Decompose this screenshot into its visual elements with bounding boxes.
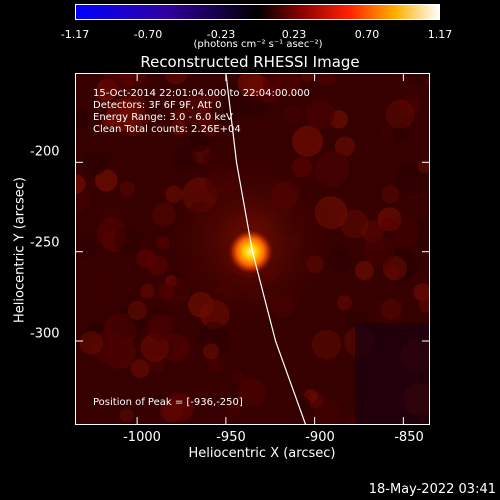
info-clean: Clean Total counts: 2.26E+04	[93, 124, 241, 135]
noise-blob	[313, 398, 340, 425]
noise-blob	[75, 108, 91, 129]
noise-blob	[130, 359, 150, 379]
noise-blob	[399, 94, 420, 115]
noise-blob	[413, 283, 430, 302]
noise-blob	[136, 248, 156, 269]
peak-source	[226, 227, 275, 276]
noise-blob	[171, 109, 187, 124]
noise-blob	[393, 123, 410, 141]
x-tick-label: -850	[394, 430, 424, 445]
noise-blob	[380, 299, 402, 320]
colorbar-tick: 0.70	[354, 28, 380, 41]
noise-blob	[207, 357, 224, 374]
noise-blob	[197, 377, 227, 407]
noise-blob	[317, 73, 335, 87]
noise-blob	[314, 151, 351, 188]
y-tick-label: -200	[30, 144, 60, 160]
noise-blob	[237, 73, 264, 97]
noise-blob	[282, 105, 301, 124]
noise-blob	[103, 73, 135, 94]
colorbar-tick: 1.17	[427, 28, 453, 41]
noise-blob	[119, 181, 135, 197]
noise-blob	[116, 104, 148, 136]
noise-blob	[379, 125, 392, 138]
noise-blob	[75, 246, 99, 279]
noise-blob	[146, 313, 174, 341]
noise-blob	[354, 261, 374, 281]
colorbar-tick: 0.23	[281, 28, 307, 41]
noise-blob	[172, 146, 197, 171]
y-axis-label: Heliocentric Y (arcsec)	[12, 177, 28, 323]
noise-blob	[119, 408, 134, 423]
timestamp: 18-May-2022 03:41	[368, 482, 496, 497]
colorbar-tick: -0.23	[206, 28, 236, 41]
noise-blob	[395, 163, 429, 197]
noise-blob	[311, 329, 342, 360]
noise-blob	[374, 297, 404, 327]
noise-blob	[96, 217, 127, 248]
peak-position-label: Position of Peak = [-936,-250]	[93, 397, 243, 408]
noise-blob	[275, 73, 302, 97]
info-detectors: Detectors: 3F 6F 9F, Att 0	[93, 100, 222, 111]
noise-blob	[203, 343, 220, 360]
noise-blob	[292, 125, 323, 157]
solar-limb-curve	[225, 73, 307, 425]
x-tick-label: -950	[216, 430, 246, 445]
noise-blob	[224, 401, 241, 418]
heatmap-dark-region	[355, 323, 430, 425]
x-tick-label: -900	[305, 430, 335, 445]
axis-ticks	[75, 73, 430, 425]
x-tick-label: -1000	[123, 430, 161, 445]
noise-blob	[181, 95, 210, 125]
noise-blob	[301, 73, 314, 82]
heatmap-plot	[75, 73, 430, 425]
y-tick-label: -250	[30, 235, 60, 251]
noise-blob	[198, 321, 230, 353]
noise-blob	[264, 326, 300, 362]
noise-blob	[238, 378, 267, 407]
noise-blob	[389, 73, 422, 101]
noise-blob	[160, 399, 183, 423]
noise-blob	[415, 73, 430, 82]
noise-blob	[417, 159, 430, 173]
colorbar-units: (photons cm⁻² s⁻¹ asec⁻²)	[193, 39, 323, 50]
noise-blob	[380, 217, 394, 232]
info-energy: Energy Range: 3.0 - 6.0 keV	[93, 112, 233, 123]
noise-blob	[139, 283, 155, 299]
colorbar-tick: -0.70	[133, 28, 163, 41]
noise-blob	[231, 370, 246, 386]
noise-blob	[307, 391, 324, 409]
noise-blob	[334, 136, 355, 157]
y-tick-label: -300	[30, 326, 60, 342]
noise-blob	[83, 151, 108, 176]
noise-blob	[158, 283, 174, 299]
noise-blob	[336, 295, 352, 311]
noise-blob	[189, 132, 210, 152]
noise-blob	[127, 300, 147, 320]
noise-blob	[385, 99, 415, 129]
noise-blob	[410, 217, 430, 251]
colorbar-tick: -1.17	[60, 28, 90, 41]
noise-blob	[86, 269, 119, 302]
noise-blob	[363, 235, 395, 267]
noise-blob	[406, 73, 429, 87]
noise-blob	[385, 266, 400, 281]
noise-blob	[75, 236, 97, 260]
noise-blob	[79, 331, 104, 355]
noise-blob	[75, 174, 86, 194]
noise-blob	[386, 215, 420, 248]
info-time: 15-Oct-2014 22:01:04.000 to 22:04:00.000	[93, 88, 310, 99]
chart-title: Reconstructed RHESSI Image	[140, 53, 360, 71]
colorbar	[75, 4, 440, 20]
noise-blob	[96, 88, 113, 106]
noise-blob	[95, 169, 118, 192]
noise-blob	[113, 226, 142, 255]
noise-blob	[170, 120, 187, 136]
x-axis-label: Heliocentric X (arcsec)	[188, 446, 336, 461]
noise-blob	[305, 99, 335, 129]
noise-blob	[164, 73, 188, 85]
noise-blob	[381, 185, 400, 204]
noise-blob	[106, 98, 139, 132]
plot-frame	[75, 73, 430, 425]
